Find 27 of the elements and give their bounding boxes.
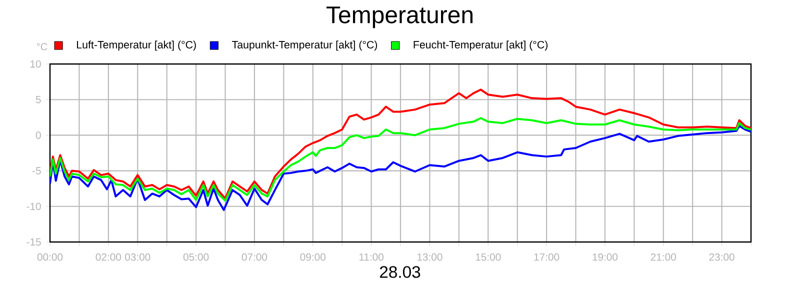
x-tick-label: 11:00 (359, 253, 384, 261)
y-axis-title: °C (36, 43, 48, 50)
y-tick-label: 5 (36, 96, 41, 104)
y-tick-label: -15 (26, 238, 41, 246)
x-tick-label: 13:00 (417, 253, 442, 261)
x-axis-title: 28.03 (380, 266, 420, 278)
y-tick-label: -10 (26, 202, 41, 210)
x-tick-label: 09:00 (300, 253, 326, 261)
line-series (50, 88, 751, 200)
x-tick-label: 21:00 (650, 253, 676, 261)
chart-title: Temperaturen (326, 6, 472, 28)
x-tick-label: 07:00 (242, 253, 268, 261)
x-tick-label: 03:00 (125, 253, 150, 261)
x-tick-label: 05:00 (183, 253, 209, 261)
line-series (50, 124, 751, 211)
legend-label: Taupunkt-Temperatur [akt] (°C) (232, 40, 378, 51)
x-tick-label: 02:00 (96, 253, 122, 261)
legend-label: Feucht-Temperatur [akt] (°C) (414, 40, 548, 51)
x-tick-label: 17:00 (534, 253, 560, 261)
x-tick-label: 19:00 (592, 253, 618, 261)
y-tick-label: -5 (32, 167, 41, 174)
x-tick-label: 00:00 (37, 253, 63, 261)
x-tick-label: 23:00 (709, 253, 734, 261)
x-tick-label: 15:00 (476, 253, 501, 261)
legend-label: Luft-Temperatur [akt] (°C) (77, 40, 196, 51)
y-tick-label: 10 (30, 60, 41, 68)
y-tick-label: 0 (36, 132, 41, 139)
